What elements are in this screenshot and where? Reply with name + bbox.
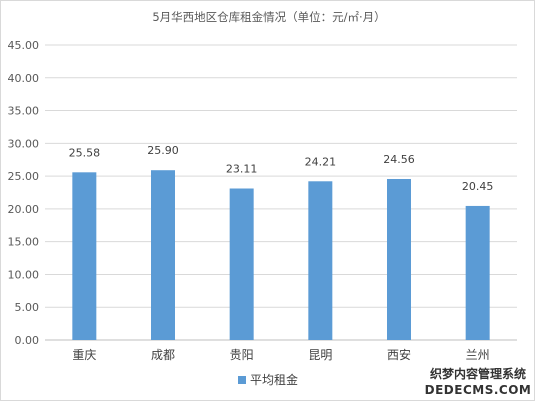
- x-category-label: 西安: [387, 347, 411, 362]
- data-label: 25.90: [147, 144, 179, 157]
- gridlines: [45, 44, 517, 341]
- x-category-label: 昆明: [308, 348, 332, 362]
- data-label: 20.45: [462, 180, 494, 193]
- y-tick-label: 0.00: [15, 334, 40, 347]
- legend-label: 平均租金: [250, 372, 298, 387]
- y-tick-label: 40.00: [8, 72, 40, 85]
- legend-swatch: [238, 376, 246, 384]
- bar: [151, 170, 175, 340]
- watermark-line2: DEDECMS.COM: [425, 383, 532, 397]
- x-category-label: 兰州: [466, 348, 490, 362]
- y-tick-label: 35.00: [8, 105, 40, 118]
- y-tick-label: 10.00: [8, 268, 40, 281]
- data-labels: 25.58 25.90 23.11 24.21 24.56 20.45: [69, 144, 494, 193]
- bar: [72, 172, 97, 340]
- y-tick-label: 15.00: [8, 236, 40, 249]
- x-category-label: 重庆: [72, 348, 96, 362]
- x-category-label: 贵阳: [230, 348, 254, 362]
- y-tick-label: 20.00: [8, 203, 40, 216]
- data-label: 24.56: [383, 153, 415, 166]
- legend: 平均租金: [238, 372, 298, 387]
- data-label: 24.21: [305, 155, 337, 168]
- x-axis-categories: 重庆 成都 贵阳 昆明 西安 兰州: [72, 347, 489, 362]
- watermark: 织梦内容管理系统 DEDECMS.COM: [425, 363, 532, 397]
- data-label: 25.58: [69, 146, 101, 159]
- y-tick-label: 5.00: [15, 301, 40, 314]
- y-tick-label: 45.00: [8, 39, 40, 52]
- chart-title: 5月华西地区仓库租金情况（单位：元/㎡·月）: [152, 10, 385, 24]
- x-category-label: 成都: [151, 348, 175, 362]
- bars: [72, 170, 490, 340]
- y-tick-label: 25.00: [8, 170, 40, 183]
- watermark-line1: 织梦内容管理系统: [430, 366, 526, 381]
- bar: [465, 205, 490, 340]
- bar: [387, 178, 411, 340]
- bar: [308, 181, 333, 340]
- y-tick-label: 30.00: [8, 137, 40, 150]
- data-label: 23.11: [226, 163, 258, 176]
- bar: [229, 188, 254, 340]
- y-axis-ticks: 0.00 5.00 10.00 15.00 20.00 25.00 30.00 35.00 40…: [8, 39, 40, 347]
